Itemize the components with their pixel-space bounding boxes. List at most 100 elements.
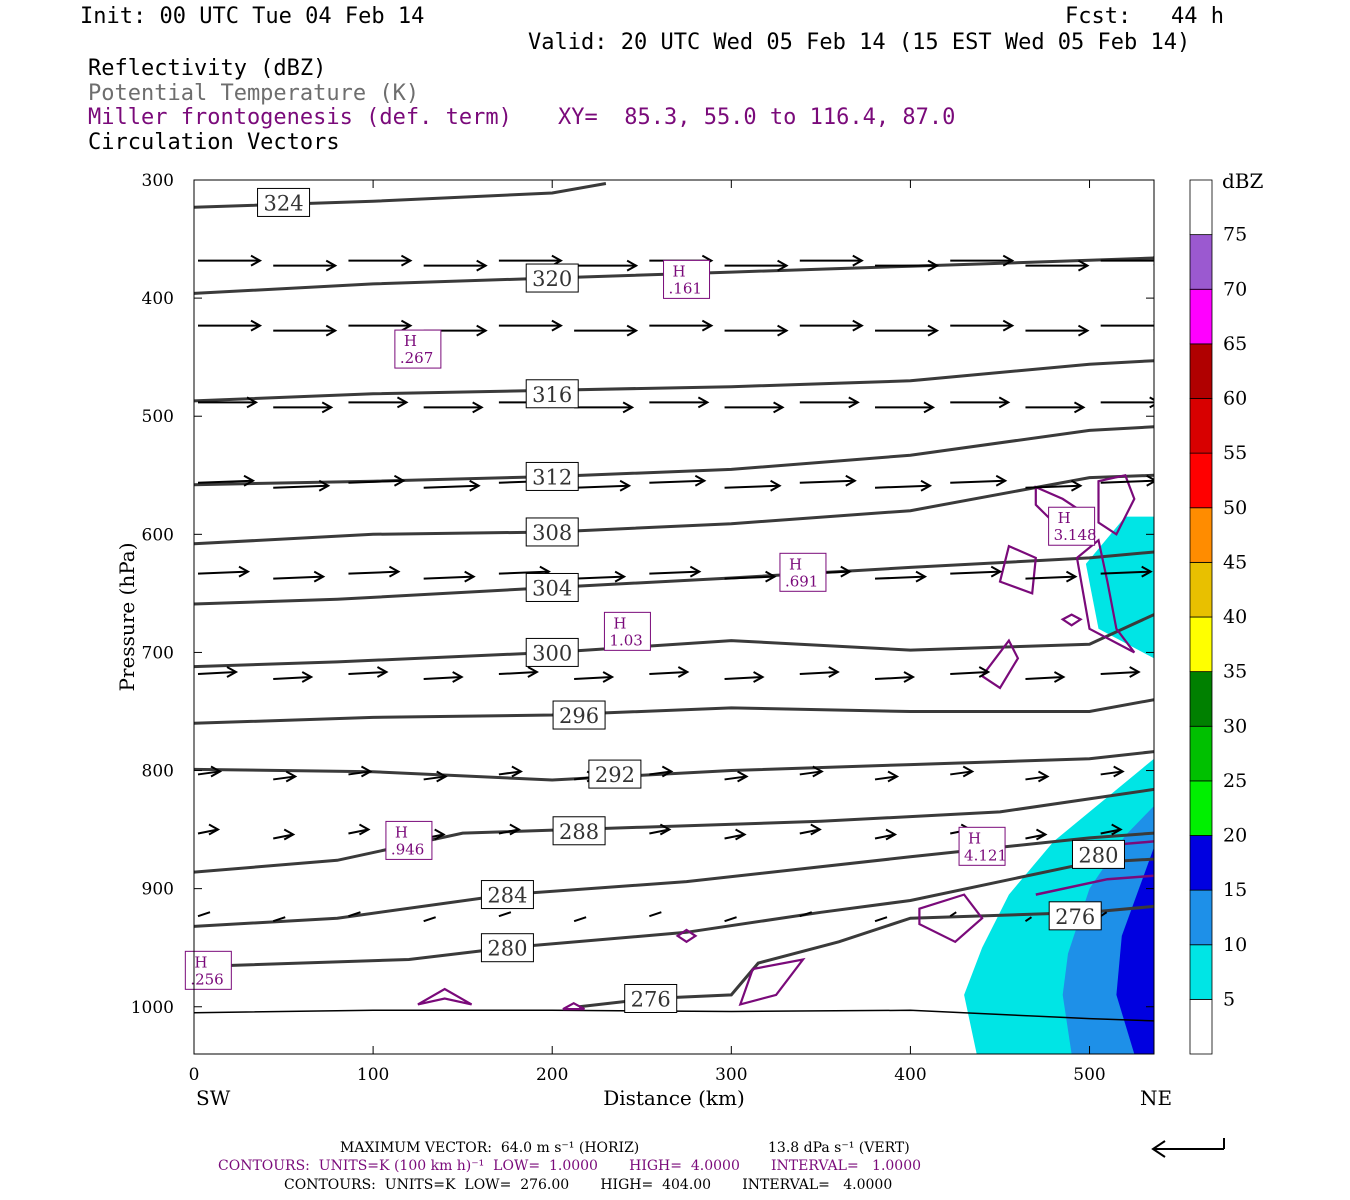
vector-head [1053,671,1066,683]
y-axis-title: Pressure (hPa) [115,543,139,692]
vector-head [396,396,409,409]
vector-head [1070,479,1083,492]
theta-label-box [525,263,579,293]
theta-label-box [624,983,678,1013]
theta-contour-label: 316 [532,383,572,407]
vector-shaft [348,479,404,484]
y-tick-label: 400 [142,289,174,309]
vector-shaft [498,911,512,918]
vector-head [285,770,298,783]
theta-contour-line [194,831,1154,928]
vector-shaft [1025,676,1064,681]
frontogenesis-contour [998,544,1037,595]
theta-contour-line [194,182,607,209]
plot-frame [193,179,1155,1055]
vector-shaft [1100,671,1139,676]
colorbar-label: 75 [1223,224,1247,246]
theta-label-box [588,759,642,789]
vector-shaft [273,484,329,489]
theta-label-box [257,187,311,217]
vector-shaft [348,770,371,776]
vector-shaft [423,676,462,681]
vector-shaft [197,828,219,835]
theta-label-box [525,637,579,667]
colorbar-segment [1189,343,1213,399]
vector-head [753,671,765,683]
colorbar-label: 30 [1223,715,1247,737]
vector-head [358,823,371,836]
y-tick-label: 900 [142,880,174,900]
init-time: Init: 00 UTC Tue 04 Feb 14 [80,4,425,29]
theta-contour-label: 284 [487,884,527,908]
vector-shaft [1100,570,1151,575]
vector-head [472,401,484,414]
vector-shaft [649,671,688,676]
vector-head [1073,401,1086,414]
theta-contour-label: 300 [532,641,572,665]
endpoint-right-label: NE [1140,1086,1172,1110]
vector-head [602,671,615,683]
vector-shaft [874,775,898,781]
colorbar-label: 60 [1223,388,1247,410]
vector-shaft [273,775,296,781]
vector-shaft [574,575,625,580]
vector-head [511,765,523,778]
vector-shaft [874,833,896,840]
frontogenesis-contours [417,474,1154,1011]
vector-shaft [799,479,855,484]
y-tick-label: 500 [142,407,174,427]
vector-shaft [573,916,587,923]
vector-shaft [724,916,737,923]
vector-shaft [1025,833,1046,840]
frontogenesis-max-value: .691 [785,572,818,590]
vector-head [393,474,406,487]
vector-head [243,474,256,487]
vector-shaft [950,479,1006,484]
vector-head [464,570,476,583]
frontogenesis-contour [1075,538,1136,654]
theta-label-box [480,933,534,963]
frontogenesis-contour [1097,474,1136,536]
vector-shaft [197,479,254,484]
vector-shaft [498,570,549,575]
frontogenesis-contour [1060,613,1083,627]
y-tick-label: 300 [142,171,174,191]
vector-shaft [423,484,479,489]
frontogenesis-max-box [958,826,1006,866]
frontogenesis-max-value: 1.03 [609,631,642,649]
vector-head [1149,396,1154,409]
vector-shaft [1100,770,1123,776]
vector-head [321,401,334,414]
frontogenesis-contour [562,1001,585,1011]
frontogenesis-max-marker: H [968,829,981,847]
vector-shaft [724,676,763,681]
colorbar-label: 40 [1223,606,1247,628]
vector-head [509,823,521,836]
frontogenesis-max-box [779,552,827,592]
reference-vector-arrow [1151,1138,1225,1158]
vector-head [737,770,749,783]
theta-contour-label: 324 [264,191,304,215]
x-tick-label: 400 [894,1065,926,1085]
vector-head [452,671,464,683]
theta-contour-label: 320 [532,267,572,291]
vector-shaft [649,828,670,835]
vector-head [1077,324,1090,337]
theta-contour-line [194,550,1154,606]
vector-shaft [498,671,537,676]
frontogenesis-max-box [385,820,433,860]
colorbar-segment [1189,835,1213,891]
vector-shaft [649,479,705,484]
vector-shaft [1025,575,1076,580]
vector-head [1037,770,1050,783]
theta-label-box [525,379,579,409]
vector-shaft [574,484,630,489]
vector-head [848,396,860,409]
frontogenesis-max-marker: H [789,555,802,573]
vector-head [777,259,789,272]
vector-head [1002,319,1015,332]
vector-shaft [874,484,931,489]
vector-head [283,828,296,841]
colorbar-label: 35 [1223,661,1247,683]
vector-shaft [348,911,361,918]
